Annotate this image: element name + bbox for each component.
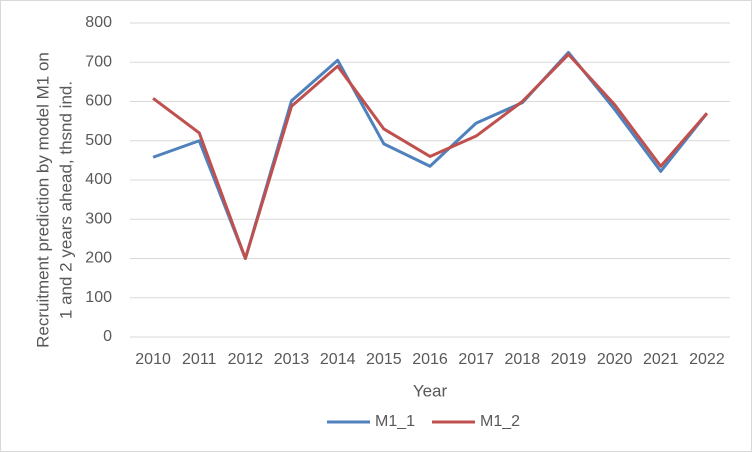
x-tick-label: 2018 <box>505 351 541 368</box>
y-tick-label: 800 <box>85 14 112 31</box>
y-axis-label-line: 1 and 2 years ahead, thsnd ind. <box>56 81 75 319</box>
x-tick-label: 2012 <box>228 351 264 368</box>
x-tick-label: 2014 <box>320 351 356 368</box>
x-tick-label: 2022 <box>689 351 725 368</box>
legend-label: M1_1 <box>375 413 415 430</box>
y-axis-label-line: Recruitment prediction by model M1 on <box>33 52 52 348</box>
legend-label: M1_2 <box>480 413 520 430</box>
y-tick-label: 600 <box>85 93 112 110</box>
x-tick-label: 2010 <box>135 351 171 368</box>
x-axis-label: Year <box>413 381 448 400</box>
y-tick-label: 0 <box>103 328 112 345</box>
y-tick-label: 300 <box>85 210 112 227</box>
y-tick-label: 200 <box>85 250 112 267</box>
x-tick-label: 2011 <box>182 351 217 368</box>
x-tick-label: 2015 <box>366 351 402 368</box>
x-tick-label: 2020 <box>597 351 633 368</box>
x-tick-label: 2013 <box>274 351 310 368</box>
x-tick-label: 2021 <box>643 351 679 368</box>
y-tick-label: 100 <box>85 289 112 306</box>
x-tick-label: 2017 <box>458 351 494 368</box>
series-line <box>152 52 709 260</box>
y-tick-label: 700 <box>85 53 112 70</box>
x-tick-label: 2016 <box>412 351 448 368</box>
x-tick-label: 2019 <box>551 351 587 368</box>
y-axis-label: Recruitment prediction by model M1 on 1 … <box>33 52 75 348</box>
y-tick-label: 400 <box>85 171 112 188</box>
y-tick-label: 500 <box>85 132 112 149</box>
